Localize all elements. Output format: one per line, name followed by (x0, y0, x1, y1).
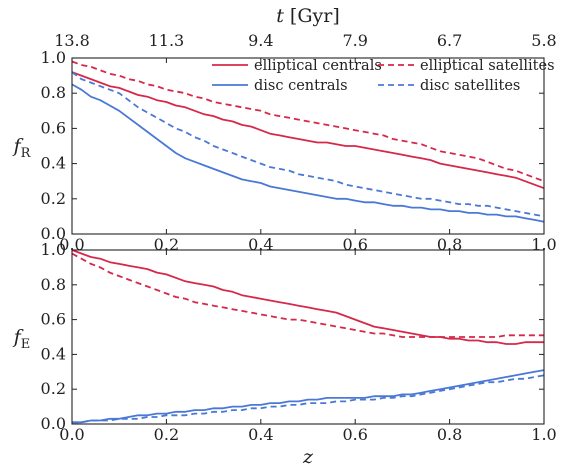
top-axis-tick-label: 13.8 (54, 31, 90, 50)
series-line-elliptical-centrals (71, 249, 544, 345)
plot-frame (71, 249, 545, 425)
legend-label: disc centrals (254, 78, 348, 94)
x-tick-label: 0.4 (248, 235, 273, 254)
series-line-disc-satellites (71, 71, 545, 218)
x-tick-label: 0.0 (59, 425, 84, 444)
top-axis-tick-label: 9.4 (248, 31, 273, 50)
x-tick-label: 1.0 (531, 425, 556, 444)
legend-label: elliptical satellites (420, 58, 555, 74)
x-tick-label: 0.4 (248, 425, 273, 444)
plot-frame (71, 57, 545, 235)
y-tick-label: 1.0 (41, 240, 66, 259)
top-axis-tick-label: 5.8 (531, 31, 556, 50)
series-line-elliptical-satellites (71, 60, 545, 183)
x-tick-label: 0.6 (342, 235, 367, 254)
x-tick-label: 0.8 (437, 425, 462, 444)
y-tick-label: 0.8 (41, 275, 66, 294)
y-tick-label: 0.4 (41, 344, 66, 363)
x-tick-label: 1.0 (531, 235, 556, 254)
x-axis-label: z (302, 446, 314, 468)
y-tick-label: 1.0 (41, 48, 66, 67)
y-tick-label: 0.0 (41, 414, 66, 433)
y-tick-label: 0.8 (41, 83, 66, 102)
y-tick-label: 0.4 (41, 154, 66, 173)
y-tick-label: 0.2 (41, 189, 66, 208)
x-tick-label: 0.2 (154, 425, 179, 444)
y-axis-label: fE (12, 326, 31, 352)
top-panel: 0.0 0.2 0.4 0.6 0.8 1.0 0.0 0.2 0.4 0.6 0.8 1.0 fR 13… (12, 5, 557, 254)
x-tick-label: 0.8 (437, 235, 462, 254)
legend: elliptical centrals elliptical satellites… (212, 58, 555, 94)
bottom-panel: 0.0 0.2 0.4 0.6 0.8 1.0 0.0 0.2 0.4 0.6 0.8 1.0 fE z (12, 240, 557, 468)
series-line-elliptical-centrals (71, 71, 545, 190)
top-axis-label: t [Gyr] (276, 5, 340, 27)
series-line-disc-centrals (71, 83, 545, 223)
y-tick-label: 0.6 (41, 310, 66, 329)
top-axis-tick-label: 7.9 (342, 31, 367, 50)
x-tick-label: 0.2 (154, 235, 179, 254)
y-tick-label: 0.6 (41, 118, 66, 137)
y-axis-label: fR (12, 135, 32, 161)
top-axis-tick-label: 6.7 (437, 31, 462, 50)
x-tick-label: 0.6 (342, 425, 367, 444)
y-tick-label: 0.0 (41, 224, 66, 243)
legend-label: disc satellites (420, 78, 520, 94)
legend-label: elliptical centrals (254, 58, 382, 74)
series-line-elliptical-satellites (71, 252, 544, 338)
top-axis-tick-label: 11.3 (149, 31, 185, 50)
x-tick-label: 0.0 (59, 235, 84, 254)
y-tick-label: 0.2 (41, 379, 66, 398)
series-line-disc-centrals (72, 369, 545, 424)
